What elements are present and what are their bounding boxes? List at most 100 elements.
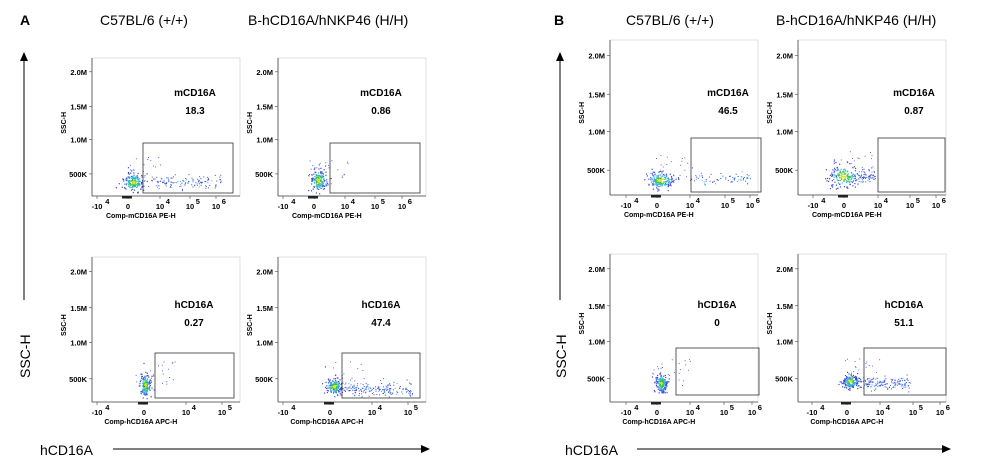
event-dot <box>847 162 848 163</box>
gate-box <box>690 137 762 193</box>
event-dot <box>188 180 190 182</box>
event-dot <box>349 390 351 391</box>
event-dot <box>379 394 381 396</box>
event-dot <box>311 174 313 176</box>
x-axis-label: Comp-mCD16A PE-H <box>812 212 882 219</box>
event-dot <box>682 385 683 386</box>
event-dot <box>171 177 173 179</box>
event-dot <box>335 362 337 363</box>
event-dot <box>207 176 209 178</box>
event-dot <box>871 177 873 179</box>
event-dot <box>843 180 845 182</box>
event-dot <box>868 175 870 177</box>
event-dot <box>353 385 355 387</box>
event-dot <box>746 177 748 179</box>
event-dot <box>849 387 851 390</box>
event-dot <box>661 390 663 392</box>
event-dot <box>847 371 849 373</box>
event-dot <box>360 383 362 385</box>
event-dot <box>671 180 673 182</box>
event-dot <box>657 379 660 381</box>
event-dot <box>409 391 410 392</box>
event-dot <box>867 383 869 385</box>
event-dot <box>320 172 322 174</box>
event-dot <box>144 388 146 390</box>
event-dot <box>185 178 187 179</box>
event-dot <box>868 378 870 380</box>
event-dot <box>308 175 310 177</box>
x-tick-exponent: 4 <box>821 196 826 205</box>
event-dot <box>139 383 141 385</box>
event-dot <box>129 183 131 185</box>
event-dot <box>333 383 335 385</box>
event-dot <box>840 159 842 161</box>
event-dot <box>658 386 661 388</box>
event-dot <box>865 381 867 383</box>
event-dot <box>144 386 146 387</box>
event-dot <box>333 380 335 382</box>
event-dot <box>850 381 852 383</box>
event-dot <box>661 172 663 174</box>
event-dot <box>347 161 348 163</box>
event-dot <box>655 377 657 379</box>
event-dot <box>345 382 347 384</box>
event-dot <box>857 383 859 385</box>
event-dot <box>181 182 183 184</box>
event-dot <box>850 171 852 174</box>
event-dot <box>313 185 315 188</box>
event-dot <box>335 383 337 386</box>
gate-label: mCD16A <box>174 88 216 99</box>
event-dot <box>660 183 662 185</box>
event-dot <box>339 382 341 384</box>
y-tick-label: 1.0M <box>70 135 87 144</box>
event-dot <box>668 178 670 181</box>
event-dot <box>156 181 158 182</box>
event-dot <box>368 388 370 390</box>
event-dot <box>844 176 846 178</box>
x-tick-label: 10 <box>874 201 882 210</box>
event-dot <box>165 185 167 187</box>
event-dot <box>678 178 679 180</box>
event-dot <box>695 178 697 180</box>
event-dot <box>831 174 833 176</box>
event-dot <box>847 378 849 380</box>
event-dot <box>145 385 147 387</box>
event-dot <box>142 388 144 390</box>
event-dot <box>185 182 187 184</box>
event-dot <box>209 185 211 186</box>
event-dot <box>316 181 318 183</box>
event-dot <box>866 361 868 363</box>
event-dot <box>725 177 727 179</box>
event-dot <box>849 389 851 391</box>
event-dot <box>329 379 331 381</box>
event-dot <box>310 190 313 192</box>
event-dot <box>846 175 848 177</box>
event-dot <box>887 387 889 389</box>
event-dot <box>350 361 351 363</box>
event-dot <box>150 379 152 382</box>
event-dot <box>733 178 735 180</box>
event-dot <box>865 384 867 386</box>
plot-frame <box>609 253 759 403</box>
event-dot <box>199 176 201 178</box>
event-dot <box>318 188 320 190</box>
event-dot <box>139 381 141 383</box>
event-dot <box>836 176 837 177</box>
event-dot <box>365 382 367 384</box>
event-dot <box>150 381 153 383</box>
y-tick-label: 1.0M <box>776 337 793 346</box>
event-dot <box>326 179 328 181</box>
event-dot <box>853 166 855 168</box>
event-dot <box>658 171 660 173</box>
event-dot <box>146 386 148 388</box>
gate-label: hCD16A <box>175 300 214 311</box>
event-dot <box>144 390 146 392</box>
event-dot <box>314 171 316 173</box>
event-dot <box>115 187 117 189</box>
x-tick-exponent: 5 <box>414 403 418 412</box>
event-dot <box>166 177 168 179</box>
event-dot <box>359 393 361 395</box>
event-dot <box>149 383 151 385</box>
event-dot <box>167 177 169 179</box>
event-dot <box>183 180 185 182</box>
